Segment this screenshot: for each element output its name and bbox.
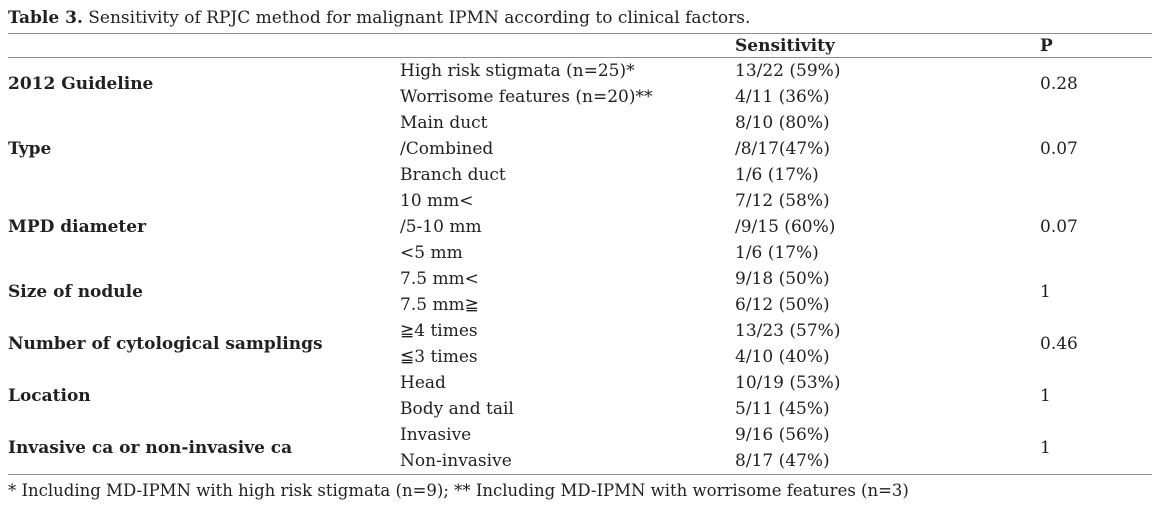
subgroup-cell: Head <box>400 373 446 393</box>
sensitivity-table: Sensitivity P 2012 Guideline High risk s… <box>8 33 1152 475</box>
p-value-cell: 1 <box>1040 438 1051 458</box>
factor-cell: MPD diameter <box>8 217 147 237</box>
table-row: Invasive ca or non-invasive ca Invasive … <box>8 422 1152 458</box>
subgroup-cell: Branch duct <box>400 165 506 185</box>
p-value-cell: 0.07 <box>1040 139 1078 159</box>
table-title-label: Table 3. <box>8 8 83 28</box>
p-value-cell: 0.46 <box>1040 334 1078 354</box>
sensitivity-cell: 8/17 (47%) <box>735 451 830 471</box>
sensitivity-cell: 9/16 (56%) <box>735 425 830 445</box>
table-row: Number of cytological samplings ≧4 times… <box>8 318 1152 354</box>
table-row: ≦3 times 4/10 (40%) <box>8 344 1152 370</box>
factor-cell: Number of cytological samplings <box>8 334 323 354</box>
table-footnote: * Including MD-IPMN with high risk stigm… <box>8 481 909 500</box>
header-p: P <box>1040 33 1152 58</box>
sensitivity-cell: 9/18 (50%) <box>735 269 830 289</box>
subgroup-cell: 7.5 mm≧ <box>400 295 479 315</box>
header-subgroup <box>400 33 735 58</box>
p-value-cell: 0.28 <box>1040 74 1078 94</box>
factor-cell: Size of nodule <box>8 282 143 302</box>
factor-cell: 2012 Guideline <box>8 74 154 94</box>
subgroup-cell: Invasive <box>400 425 472 445</box>
sensitivity-cell: /8/17(47%) <box>735 139 830 159</box>
subgroup-cell: Main duct <box>400 113 488 133</box>
table-row: 2012 Guideline High risk stigmata (n=25)… <box>8 58 1152 94</box>
table-row: Worrisome features (n=20)** 4/11 (36%) <box>8 84 1152 110</box>
factor-cell: Invasive ca or non-invasive ca <box>8 438 293 458</box>
p-value-cell: 0.07 <box>1040 217 1078 237</box>
factor-cell: Location <box>8 386 91 406</box>
subgroup-cell: ≦3 times <box>400 347 478 367</box>
table-row: /Combined /8/17(47%) <box>8 136 1152 162</box>
sensitivity-cell: /9/15 (60%) <box>735 217 836 237</box>
sensitivity-cell: 8/10 (80%) <box>735 113 830 133</box>
table-row: MPD diameter 10 mm< 7/12 (58%) 0.07 <box>8 188 1152 237</box>
table-title: Table 3. Sensitivity of RPJC method for … <box>8 5 1152 32</box>
table-title-text: Sensitivity of RPJC method for malignant… <box>82 8 751 28</box>
header-sensitivity: Sensitivity <box>735 33 1040 58</box>
subgroup-cell: 10 mm< <box>400 191 474 211</box>
table-header: Sensitivity P <box>8 33 1152 58</box>
subgroup-cell: /Combined <box>400 139 494 159</box>
table-body: 2012 Guideline High risk stigmata (n=25)… <box>8 58 1152 475</box>
table-row: /5-10 mm /9/15 (60%) <box>8 214 1152 240</box>
table-row: Size of nodule 7.5 mm< 9/18 (50%) 1 <box>8 266 1152 302</box>
table-row: Branch duct 1/6 (17%) <box>8 162 1152 188</box>
table-row: Non-invasive 8/17 (47%) <box>8 448 1152 475</box>
sensitivity-cell: 13/23 (57%) <box>735 321 841 341</box>
table-row: <5 mm 1/6 (17%) <box>8 240 1152 266</box>
sensitivity-cell: 7/12 (58%) <box>735 191 830 211</box>
table-row: Type Main duct 8/10 (80%) 0.07 <box>8 110 1152 159</box>
sensitivity-cell: 1/6 (17%) <box>735 165 819 185</box>
header-row: Sensitivity P <box>8 33 1152 58</box>
subgroup-cell: /5-10 mm <box>400 217 482 237</box>
sensitivity-cell: 6/12 (50%) <box>735 295 830 315</box>
table-row: 7.5 mm≧ 6/12 (50%) <box>8 292 1152 318</box>
subgroup-cell: Body and tail <box>400 399 514 419</box>
table-row: Body and tail 5/11 (45%) <box>8 396 1152 422</box>
subgroup-cell: 7.5 mm< <box>400 269 479 289</box>
subgroup-cell: <5 mm <box>400 243 463 263</box>
header-factor <box>8 33 400 58</box>
p-value-cell: 1 <box>1040 282 1051 302</box>
subgroup-cell: High risk stigmata (n=25)* <box>400 61 635 81</box>
sensitivity-cell: 5/11 (45%) <box>735 399 830 419</box>
table-row: Location Head 10/19 (53%) 1 <box>8 370 1152 406</box>
sensitivity-cell: 10/19 (53%) <box>735 373 841 393</box>
p-value-cell: 1 <box>1040 386 1051 406</box>
sensitivity-cell: 13/22 (59%) <box>735 61 841 81</box>
factor-cell: Type <box>8 139 52 159</box>
subgroup-cell: Non-invasive <box>400 451 512 471</box>
sensitivity-cell: 4/10 (40%) <box>735 347 830 367</box>
subgroup-cell: ≧4 times <box>400 321 478 341</box>
subgroup-cell: Worrisome features (n=20)** <box>400 87 653 107</box>
sensitivity-cell: 1/6 (17%) <box>735 243 819 263</box>
sensitivity-cell: 4/11 (36%) <box>735 87 830 107</box>
